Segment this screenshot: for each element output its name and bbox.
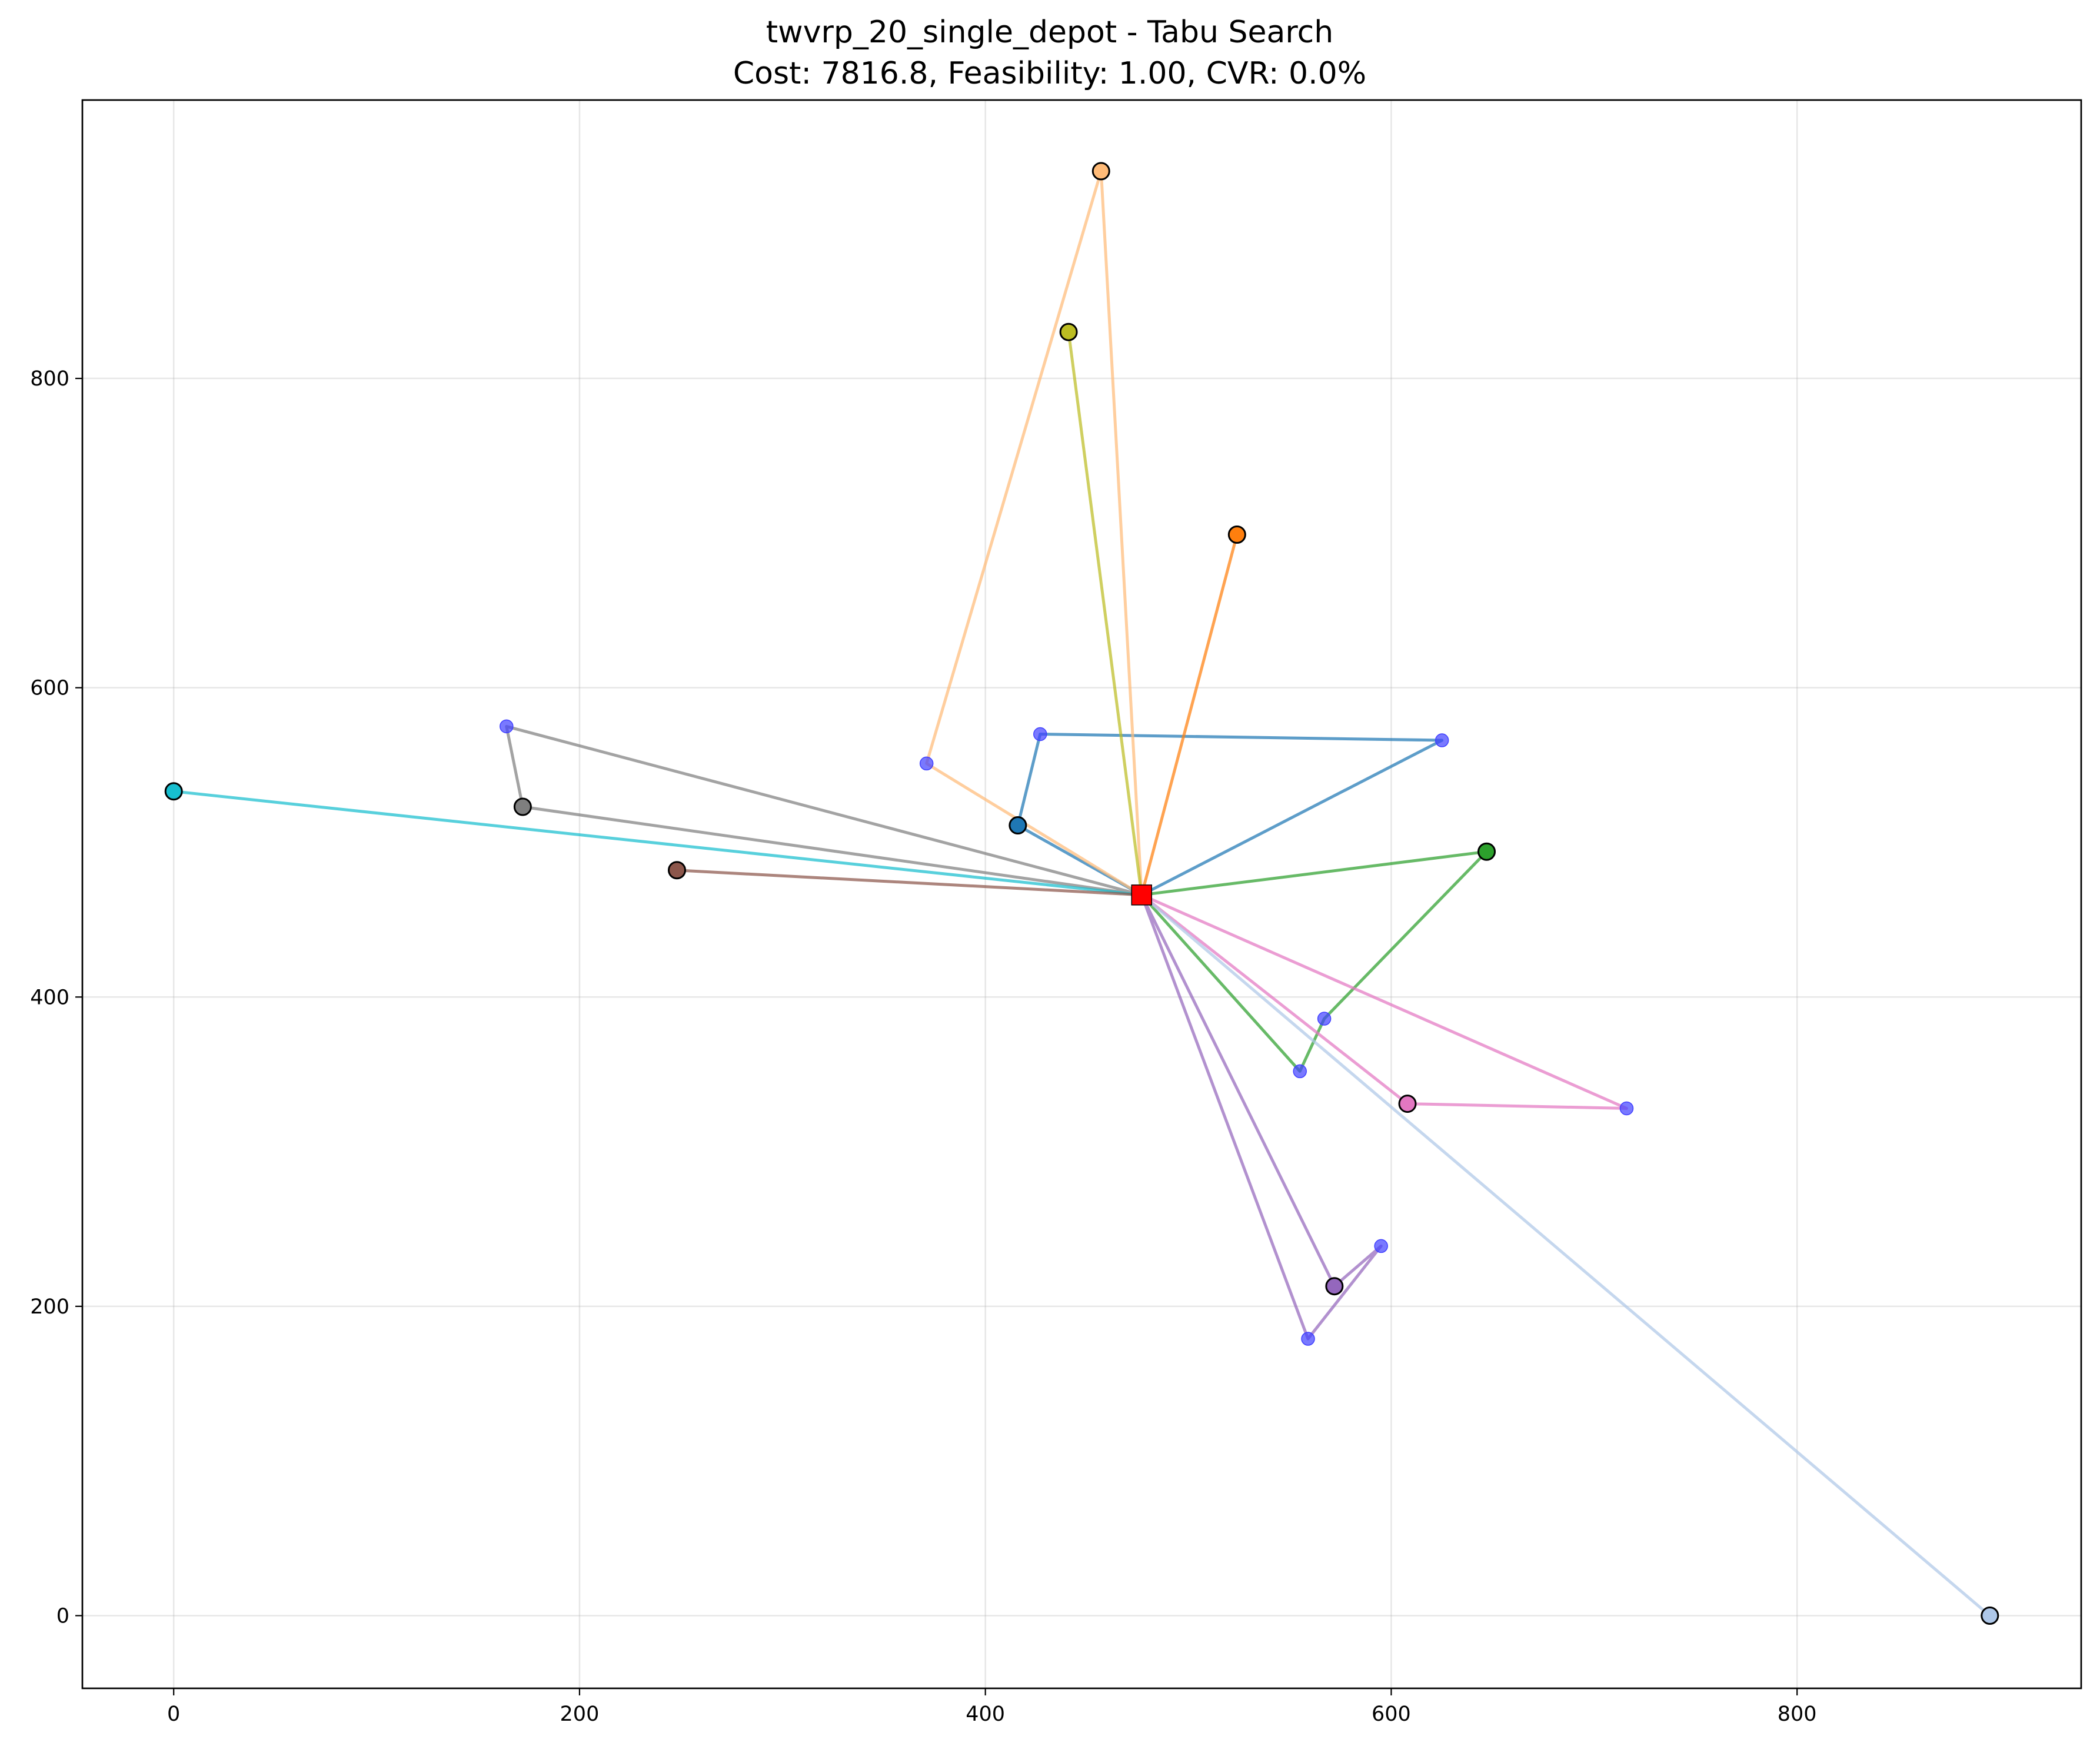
y-tick-label: 0 [56, 1604, 69, 1628]
route-start-point [1091, 162, 1110, 181]
route-line [925, 169, 1143, 896]
route-line [1140, 850, 1488, 1073]
customer-point [500, 719, 514, 734]
route-line [675, 869, 1142, 897]
route-start-point [1009, 816, 1027, 835]
x-tick-label: 600 [1372, 1702, 1411, 1726]
plot-frame [81, 99, 2082, 1690]
customers [500, 719, 1634, 1346]
customer-point [1374, 1239, 1388, 1253]
route-line [1140, 893, 1992, 1617]
y-tick-label: 400 [30, 986, 69, 1009]
y-tick-label: 800 [30, 367, 69, 391]
customer-point [1317, 1012, 1332, 1026]
x-tick-label: 200 [560, 1702, 600, 1726]
depot-marker [1131, 884, 1152, 906]
route-start-point [1059, 322, 1078, 341]
x-tick-label: 800 [1778, 1702, 1817, 1726]
route-line [1140, 533, 1239, 896]
customer-point [1619, 1101, 1634, 1116]
x-tick-label: 400 [966, 1702, 1005, 1726]
route-start-point [1325, 1277, 1344, 1296]
depot [1131, 884, 1152, 906]
y-tick-label: 200 [30, 1295, 69, 1319]
route-line [1067, 330, 1143, 896]
routes [172, 169, 1992, 1617]
route-start-point [667, 861, 686, 880]
axis-ticks: 0 200 400 600 800 0 200 400 600 800 [30, 367, 1816, 1726]
route-start-markers [164, 162, 1999, 1625]
customer-point [1301, 1332, 1315, 1346]
chart-subtitle: Cost: 7816.8, Feasibility: 1.00, CVR: 0.… [733, 56, 1366, 91]
route-line [505, 724, 1142, 897]
route-line [1140, 893, 1628, 1110]
customer-point [1293, 1064, 1307, 1079]
route-start-point [164, 782, 183, 801]
customer-point [1435, 733, 1449, 747]
x-tick-label: 0 [167, 1702, 180, 1726]
route-start-point [1398, 1095, 1417, 1113]
grid [82, 100, 2081, 1688]
route-line [1140, 894, 1383, 1341]
route-start-point [1477, 842, 1496, 861]
y-tick-label: 600 [30, 677, 69, 700]
route-start-point [1227, 525, 1246, 544]
route-start-point [1981, 1606, 1999, 1625]
chart-title: twvrp_20_single_depot - Tabu Search [766, 15, 1333, 50]
customer-point [1033, 727, 1047, 741]
customer-point [919, 756, 934, 771]
route-start-point [513, 797, 532, 816]
route-line [1016, 733, 1444, 897]
